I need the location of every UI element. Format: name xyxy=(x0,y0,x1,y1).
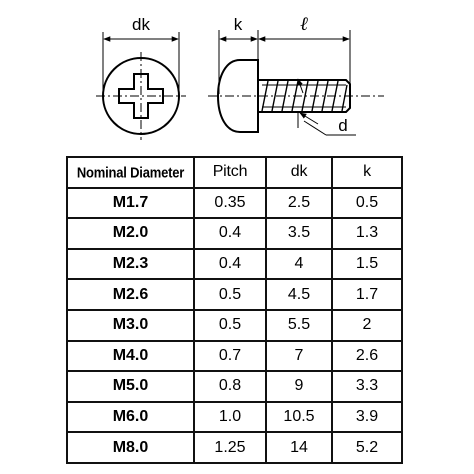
cell-dk: 4 xyxy=(265,247,333,281)
screw-dimension-drawing: dk xyxy=(0,0,474,150)
table-row: M2.3 0.4 4 1.5 xyxy=(66,247,403,281)
cell-pitch: 0.5 xyxy=(193,308,267,342)
cell-size: M8.0 xyxy=(66,431,195,464)
l-dimension-label: ℓ xyxy=(300,14,308,35)
cell-k: 0.5 xyxy=(331,186,403,220)
cell-size: M2.0 xyxy=(66,217,195,250)
table-row: M2.6 0.5 4.5 1.7 xyxy=(66,278,403,311)
cell-pitch: 0.35 xyxy=(193,186,267,220)
cell-dk: 7 xyxy=(265,339,333,373)
cell-size: M2.6 xyxy=(66,278,195,311)
cell-size: M3.0 xyxy=(66,308,195,342)
cell-pitch: 1.0 xyxy=(193,400,267,434)
screw-diagram-svg: dk xyxy=(96,14,384,140)
cell-size: M4.0 xyxy=(66,339,195,373)
cell-size: M1.7 xyxy=(66,186,195,220)
cell-k: 2.6 xyxy=(331,339,403,373)
dk-dimension-label: dk xyxy=(132,15,150,34)
header-k: k xyxy=(331,156,403,189)
cell-k: 1.5 xyxy=(331,247,403,281)
table-header-row: Nominal Diameter Pitch dk k xyxy=(66,154,403,191)
head-side-outline xyxy=(216,59,259,133)
table-row: M1.7 0.35 2.5 0.5 xyxy=(66,186,403,220)
cell-k: 3.9 xyxy=(331,400,403,434)
table-row: M2.0 0.4 3.5 1.3 xyxy=(66,217,403,250)
cell-size: M6.0 xyxy=(66,400,195,434)
cell-dk: 4.5 xyxy=(265,278,333,311)
cell-size: M5.0 xyxy=(66,370,195,403)
cell-dk: 3.5 xyxy=(265,217,333,250)
d-dimension-label: d xyxy=(338,116,347,135)
cell-dk: 10.5 xyxy=(265,400,333,434)
d-leader-line xyxy=(303,120,327,136)
header-nominal-diameter: Nominal Diameter xyxy=(66,154,195,191)
table-row: M3.0 0.5 5.5 2 xyxy=(66,308,403,342)
cell-k: 1.7 xyxy=(331,278,403,311)
screw-head-top-view: dk xyxy=(96,15,186,140)
screw-spec-table: Nominal Diameter Pitch dk k M1.7 0.35 2.… xyxy=(66,154,403,464)
table-row: M8.0 1.25 14 5.2 xyxy=(66,431,403,464)
k-dimension-label: k xyxy=(234,15,243,34)
cell-k: 5.2 xyxy=(331,431,403,464)
cell-dk: 9 xyxy=(265,370,333,403)
header-pitch: Pitch xyxy=(193,156,267,189)
screw-side-view: k ℓ d xyxy=(208,14,384,136)
head-outline xyxy=(102,57,180,135)
table-row: M6.0 1.0 10.5 3.9 xyxy=(66,400,403,434)
header-dk: dk xyxy=(265,156,333,189)
table-row: M4.0 0.7 7 2.6 xyxy=(66,339,403,373)
cell-pitch: 0.8 xyxy=(193,370,267,403)
cell-pitch: 0.5 xyxy=(193,278,267,311)
cell-pitch: 0.4 xyxy=(193,247,267,281)
cell-pitch: 0.7 xyxy=(193,339,267,373)
cell-k: 1.3 xyxy=(331,217,403,250)
cell-dk: 14 xyxy=(265,431,333,464)
cell-size: M2.3 xyxy=(66,247,195,281)
cell-dk: 5.5 xyxy=(265,308,333,342)
d-leader-arrow-top xyxy=(297,78,304,94)
table-row: M5.0 0.8 9 3.3 xyxy=(66,370,403,403)
cell-k: 2 xyxy=(331,308,403,342)
cell-k: 3.3 xyxy=(331,370,403,403)
cell-pitch: 1.25 xyxy=(193,431,267,464)
cell-dk: 2.5 xyxy=(265,186,333,220)
phillips-cross-icon xyxy=(118,73,164,119)
cell-pitch: 0.4 xyxy=(193,217,267,250)
d-leader-arrow-bottom xyxy=(299,112,319,125)
